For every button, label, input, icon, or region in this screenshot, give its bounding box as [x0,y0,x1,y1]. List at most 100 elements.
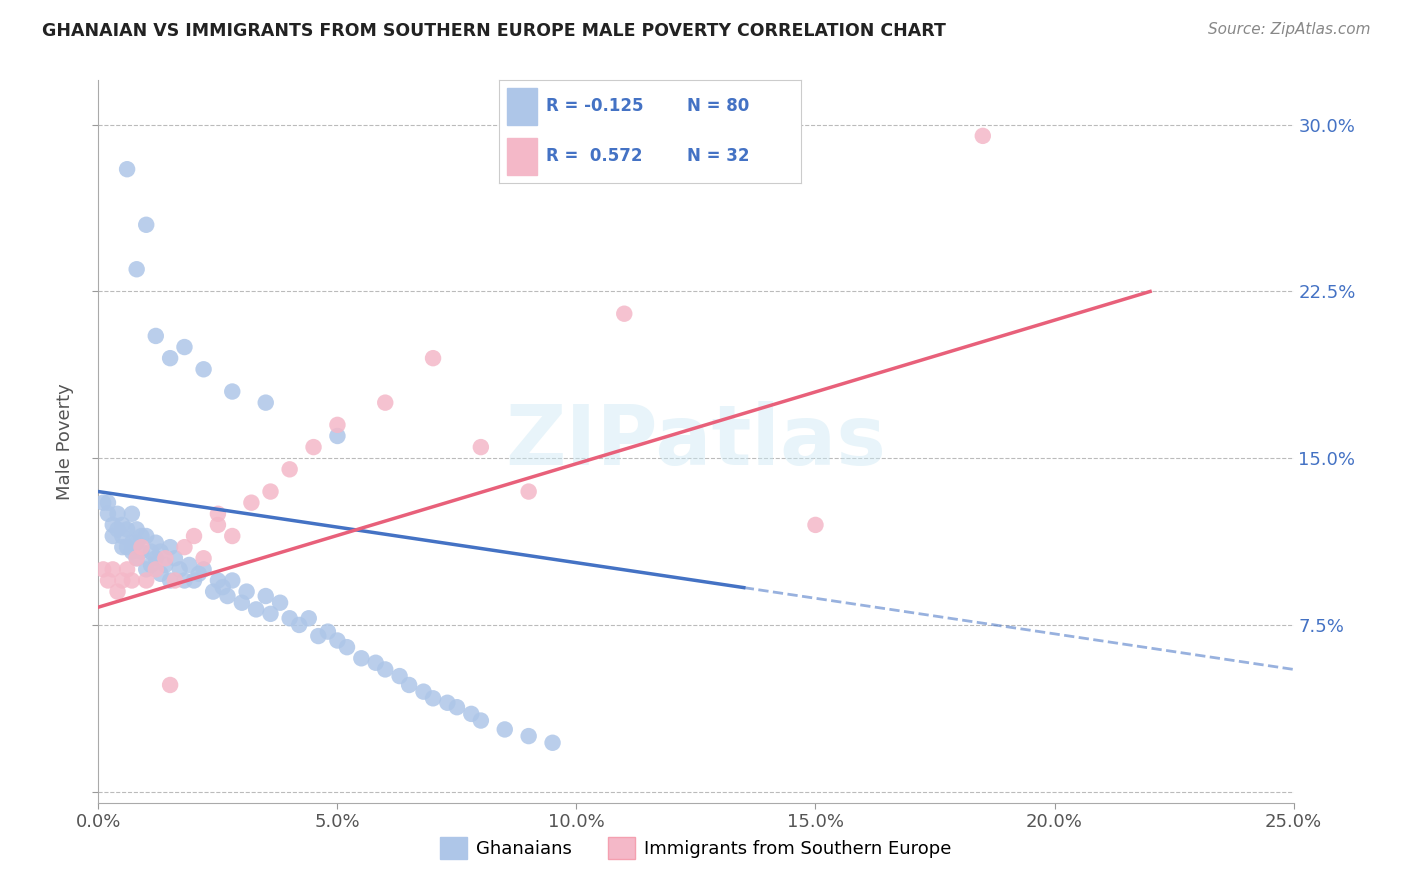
Point [163,551,186,566]
Point [135,574,157,588]
Point [804,517,827,532]
Point [121,544,143,558]
Point [125,551,148,566]
Point [350,651,373,665]
Point [259,607,281,621]
Point [259,484,281,499]
Point [139,544,162,558]
Point [254,589,277,603]
Text: N = 80: N = 80 [686,97,749,115]
Point [193,562,215,576]
Point [307,629,329,643]
Point [155,558,177,572]
Text: ZIPatlas: ZIPatlas [506,401,886,482]
Point [221,384,243,399]
Point [302,440,325,454]
Point [326,429,349,443]
Point [121,574,143,588]
Point [269,596,291,610]
Point [245,602,267,616]
Legend: Ghanaians, Immigrants from Southern Europe: Ghanaians, Immigrants from Southern Euro… [440,837,952,859]
Point [101,529,124,543]
Point [388,669,411,683]
Point [254,395,277,409]
Point [470,440,492,454]
Point [412,684,434,698]
Point [364,656,387,670]
Point [231,596,253,610]
Point [221,529,243,543]
Point [149,544,172,558]
Point [135,529,157,543]
Point [173,574,195,588]
Point [131,529,153,543]
FancyBboxPatch shape [506,137,537,175]
Point [101,562,124,576]
Text: Source: ZipAtlas.com: Source: ZipAtlas.com [1208,22,1371,37]
Point [211,580,233,594]
Point [436,696,458,710]
Point [207,517,229,532]
Point [235,584,257,599]
Point [326,633,349,648]
Point [97,507,120,521]
Point [207,574,229,588]
Point [163,574,186,588]
Point [101,517,124,532]
Point [288,618,311,632]
Point [107,584,129,599]
Y-axis label: Male Poverty: Male Poverty [56,384,75,500]
Point [111,517,134,532]
Point [145,535,167,549]
Point [121,535,143,549]
Point [131,544,153,558]
Point [115,562,138,576]
Point [115,522,138,536]
Point [460,706,482,721]
Point [145,562,167,576]
Point [97,496,120,510]
Point [135,562,157,576]
Point [125,522,148,536]
Point [115,540,138,554]
Point [972,128,994,143]
Point [159,574,181,588]
Point [202,584,225,599]
Point [107,507,129,521]
Point [125,535,148,549]
Point [91,496,114,510]
Point [135,218,157,232]
Point [179,558,201,572]
Point [159,351,181,366]
Point [173,340,195,354]
Point [97,574,120,588]
Point [111,540,134,554]
Point [139,558,162,572]
Point [155,551,177,566]
Point [422,351,444,366]
Point [159,540,181,554]
Point [217,589,239,603]
Point [193,551,215,566]
FancyBboxPatch shape [506,88,537,126]
Point [169,562,191,576]
Point [326,417,349,432]
Point [494,723,516,737]
Point [107,522,129,536]
Point [298,611,321,625]
Point [422,691,444,706]
Point [111,574,134,588]
Point [316,624,339,639]
Point [517,729,540,743]
Point [470,714,492,728]
Point [221,574,243,588]
Point [111,529,134,543]
Point [187,566,209,581]
Text: R =  0.572: R = 0.572 [546,146,643,165]
Point [374,662,396,676]
Point [446,700,468,714]
Point [374,395,396,409]
Point [541,736,564,750]
Point [131,540,153,554]
Point [517,484,540,499]
